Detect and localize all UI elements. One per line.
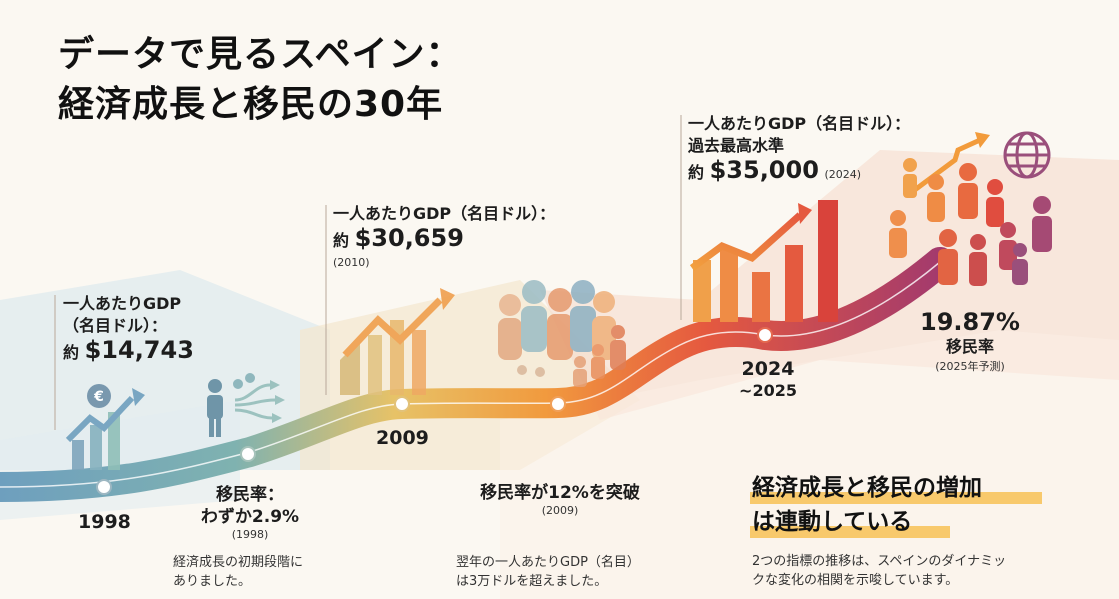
conclusion-desc-line2: クな変化の相関を示唆しています。	[752, 573, 959, 588]
chart-icon-2024	[689, 132, 990, 322]
euro-icon: €	[93, 389, 104, 405]
desc-2009-line2: は3万ドルを超えました。	[456, 574, 608, 589]
migrant-label-1998: 移民率：	[216, 485, 284, 505]
gdp-block-1998: 一人あたりGDP （名目ドル）： 約 $14,743	[63, 293, 194, 364]
highlight-bar-2	[750, 526, 950, 538]
gdp-label-1998-line2: （名目ドル）：	[63, 316, 168, 335]
conclusion-desc: 2つの指標の推移は、スペインのダイナミッ クな変化の相関を示唆しています。	[752, 552, 1006, 590]
migrant-year-1998: (1998)	[231, 528, 269, 541]
people-migration-icon	[207, 373, 285, 437]
year-block-2024: 2024 ~2025	[733, 358, 803, 402]
chart-icon-1998	[65, 384, 145, 470]
gdp-label-2024: 一人あたりGDP（名目ドル）：	[688, 114, 911, 133]
gdp-sub-2024: 過去最高水準	[688, 136, 785, 155]
milestone-dot-1998b	[240, 446, 256, 462]
migrant-block-2009: 移民率が12%を突破 (2009)	[455, 482, 665, 517]
desc-1998: 経済成長の初期段階に ありました。	[173, 553, 303, 591]
gdp-prefix-2009: 約	[333, 231, 350, 250]
migrant-label-2025: 移民率	[945, 337, 994, 356]
crowd-icon-2024	[889, 158, 1052, 286]
page-title: データで見るスペイン： 経済成長と移民の30年	[58, 30, 462, 130]
conclusion-line-2: は連動している	[752, 509, 913, 535]
migrant-year-2025: (2025年予測)	[935, 360, 1005, 373]
conclusion-desc-line1: 2つの指標の推移は、スペインのダイナミッ	[752, 554, 1007, 569]
migrant-value-2025: 19.87%	[920, 308, 1020, 336]
gdp-value-2009: $30,659	[354, 224, 464, 252]
crowd-icon-2009	[498, 280, 626, 387]
gdp-prefix-2024: 約	[688, 163, 705, 182]
conclusion-line-1: 経済成長と移民の増加	[752, 475, 982, 501]
desc-2009-line1: 翌年の一人あたりGDP（名目）	[456, 555, 640, 570]
gdp-label-1998-line1: 一人あたりGDP	[63, 294, 182, 313]
milestone-dot-2024	[757, 327, 773, 343]
title-line-1: データで見るスペイン：	[58, 34, 463, 75]
milestone-dot-1998	[96, 479, 112, 495]
gdp-value-1998: $14,743	[84, 336, 194, 364]
gdp-prefix-1998: 約	[63, 343, 80, 362]
desc-2009: 翌年の一人あたりGDP（名目） は3万ドルを超えました。	[456, 553, 640, 591]
gdp-label-2009: 一人あたりGDP（名目ドル）：	[333, 204, 556, 223]
chart-icon-2009	[340, 288, 455, 395]
gdp-value-row-2024: 約 $35,000 (2024)	[688, 156, 910, 186]
milestone-dot-2009	[394, 396, 410, 412]
gdp-value-row-2009: 約 $30,659	[333, 224, 555, 252]
highlight-bar-1	[750, 492, 1042, 504]
migrant-value-1998: わずか2.9%	[200, 507, 300, 527]
migrant-block-2025: 19.87% 移民率 (2025年予測)	[905, 308, 1035, 374]
gdp-block-2009: 一人あたりGDP（名目ドル）： 約 $30,659 (2010)	[333, 203, 555, 274]
gdp-year-2024: (2024)	[824, 168, 862, 181]
year-label-2025: ~2025	[739, 381, 797, 400]
migrant-block-1998: 移民率： わずか2.9% (1998)	[190, 484, 310, 541]
gdp-block-2024: 一人あたりGDP（名目ドル）： 過去最高水準 約 $35,000 (2024)	[688, 113, 910, 186]
year-label-2024: 2024	[741, 358, 795, 380]
milestone-dot-2009b	[550, 396, 566, 412]
globe-icon	[1003, 131, 1051, 179]
gdp-value-row-1998: 約 $14,743	[63, 336, 194, 364]
title-line-2: 経済成長と移民の30年	[58, 84, 444, 125]
year-label-1998: 1998	[78, 511, 131, 533]
migrant-year-2009: (2009)	[541, 504, 579, 517]
gdp-value-2024: $35,000	[709, 156, 819, 184]
desc-1998-line1: 経済成長の初期段階に	[173, 555, 304, 570]
desc-1998-line2: ありました。	[173, 574, 252, 589]
gdp-year-2009: (2010)	[333, 256, 370, 269]
migrant-label-2009: 移民率が12%を突破	[480, 483, 640, 503]
year-label-2009: 2009	[376, 427, 429, 449]
conclusion-block: 経済成長と移民の増加 は連動している	[752, 471, 982, 539]
